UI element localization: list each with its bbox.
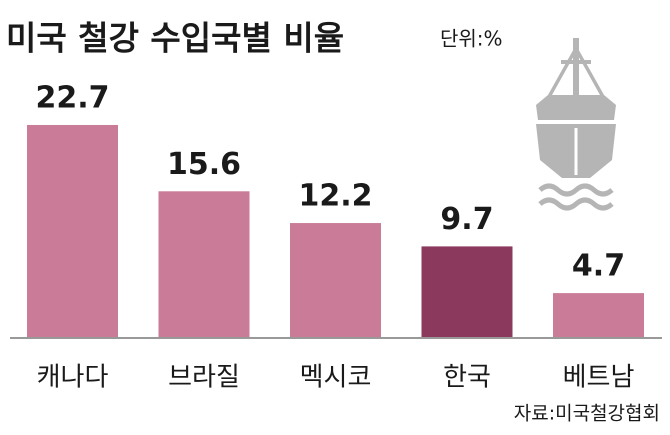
bar	[553, 293, 644, 337]
x-tick-label: 캐나다	[37, 363, 109, 393]
x-tick-label: 한국	[443, 363, 491, 393]
bar	[421, 246, 513, 337]
value-label: 22.7	[35, 80, 109, 115]
ship-icon	[536, 38, 616, 211]
x-tick-label: 멕시코	[300, 363, 372, 393]
value-label: 15.6	[167, 147, 241, 182]
chart-subtitle: 단위:%	[440, 27, 503, 51]
value-label: 4.7	[572, 249, 625, 284]
x-tick-label: 베트남	[563, 363, 635, 393]
value-label: 9.7	[440, 202, 493, 237]
source: 자료:미국철강협회	[514, 403, 660, 425]
chart-title: 미국 철강 수입국별 비율	[6, 19, 344, 58]
bar	[158, 191, 250, 337]
bar	[290, 223, 381, 337]
x-tick-label: 브라질	[168, 363, 240, 393]
bar	[27, 124, 118, 338]
value-label: 12.2	[298, 179, 372, 214]
